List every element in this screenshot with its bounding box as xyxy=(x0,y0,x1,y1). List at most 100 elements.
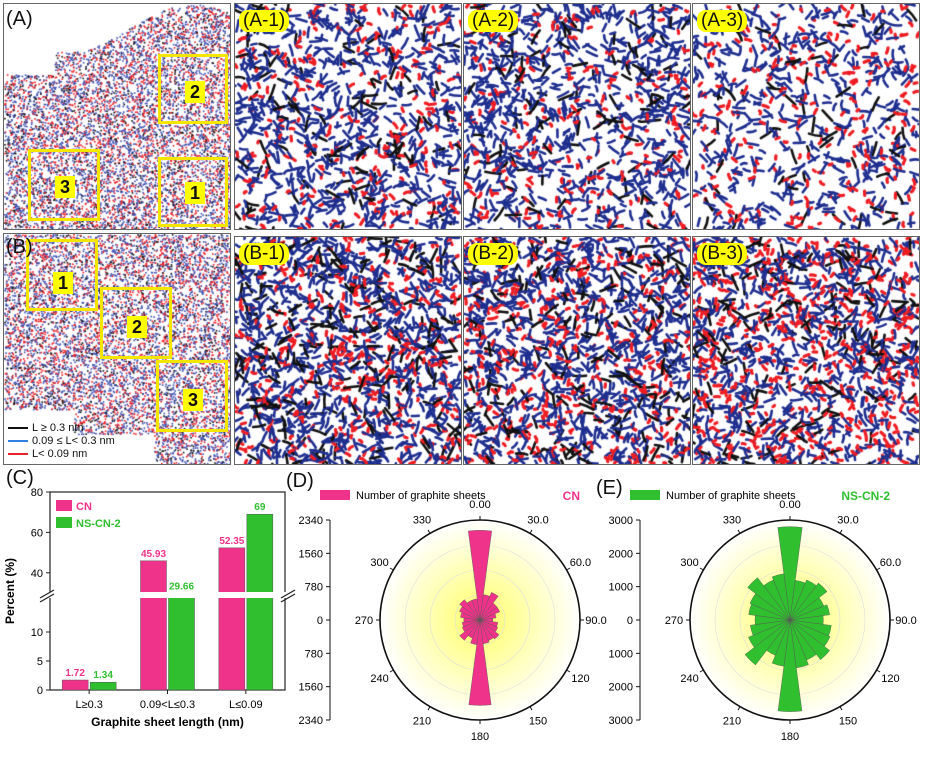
y-tick-label: 40 xyxy=(31,568,43,580)
angle-label: 0.00 xyxy=(779,499,800,511)
x-tick-label: 0.09<L≤0.3 xyxy=(140,699,195,711)
angle-tick xyxy=(566,669,571,673)
angle-tick xyxy=(699,567,704,571)
legend-swatch-ns-cn-2 xyxy=(56,517,72,528)
angle-tick xyxy=(389,669,394,673)
tile-a-3: (A-3) xyxy=(692,3,920,230)
angle-label: 240 xyxy=(370,673,388,685)
tile-a-1-canvas xyxy=(235,4,461,229)
x-tick-label: L≥0.3 xyxy=(75,699,102,711)
polar-bar xyxy=(479,613,497,621)
box-b-1-label: 1 xyxy=(53,272,73,294)
angle-label: 0.00 xyxy=(469,499,490,511)
angle-tick xyxy=(427,706,431,711)
box-b-3-label: 3 xyxy=(183,389,203,411)
legend-label: Number of graphite sheets xyxy=(356,490,486,502)
tile-a-2-canvas xyxy=(464,4,690,229)
radial-tick-label: 2340 xyxy=(299,715,323,727)
radial-tick-label: 3000 xyxy=(609,715,633,727)
angle-tick xyxy=(529,529,533,534)
box-b-2: 2 xyxy=(100,287,172,359)
box-a-2-label: 2 xyxy=(185,81,205,103)
bar-ns-cn-2 xyxy=(89,681,117,691)
radial-tick-label: 780 xyxy=(305,582,323,594)
y-tick-label: 5 xyxy=(37,656,43,668)
tile-a-3-label: (A-3) xyxy=(697,10,748,32)
polar-chart-cn: Number of graphite sheets CN 0.00 30.0 60.0 9… xyxy=(299,489,607,743)
bar-value-label: 52.35 xyxy=(219,536,244,547)
bar-value-label: 1.72 xyxy=(65,668,85,679)
polar-bar xyxy=(777,619,803,712)
legend-label-short: L< 0.09 nm xyxy=(32,448,88,460)
radial-tick-label: 2000 xyxy=(609,548,633,560)
box-a-3: 3 xyxy=(28,149,100,221)
radial-tick-label: 1560 xyxy=(299,548,323,560)
radial-tick-label: 0 xyxy=(317,615,323,627)
polar-bar xyxy=(789,604,830,621)
legend-swatch xyxy=(320,490,350,500)
bar-value-label: 1.34 xyxy=(93,670,113,681)
y-tick-label: 0 xyxy=(37,685,43,697)
polar-bar xyxy=(461,619,481,632)
legend-label-cn: CN xyxy=(76,501,92,513)
polar-bar xyxy=(777,526,803,621)
tile-a-1-label: (A-1) xyxy=(239,10,290,32)
angle-label: 30.0 xyxy=(527,515,548,527)
tile-b-3: (B-3) xyxy=(692,236,920,465)
panel-label-a: (A) xyxy=(6,8,33,30)
box-a-1: 1 xyxy=(158,157,228,227)
tile-b-3-label: (B-3) xyxy=(697,243,748,265)
break-mark-right xyxy=(280,593,296,603)
tile-b-2-canvas xyxy=(464,237,690,464)
angle-label: 300 xyxy=(680,557,698,569)
legend-label-ns-cn-2: NS-CN-2 xyxy=(76,518,121,530)
angle-label: 30.0 xyxy=(837,515,858,527)
legend-line-red xyxy=(8,453,28,456)
break-mark-right xyxy=(280,589,296,599)
angle-label: 300 xyxy=(370,557,388,569)
polar-bar xyxy=(771,573,791,621)
angle-label: 210 xyxy=(413,715,431,727)
polar-bar xyxy=(750,619,791,636)
legend-label-long: L ≥ 0.3 nm xyxy=(32,422,84,434)
radial-tick-label: 1000 xyxy=(609,648,633,660)
polar-bar xyxy=(479,606,501,621)
angle-label: 120 xyxy=(571,673,589,685)
angle-label: 60.0 xyxy=(880,557,901,569)
bar-ns-cn-2 xyxy=(168,593,195,691)
polar-bar xyxy=(771,619,791,667)
radial-tick-label: 2340 xyxy=(299,515,323,527)
angle-label: 210 xyxy=(723,715,741,727)
angle-label: 180 xyxy=(781,731,799,743)
bar-cn xyxy=(140,560,167,691)
angle-label: 60.0 xyxy=(570,557,591,569)
bar-cn xyxy=(61,679,89,691)
bar-ns-cn-2 xyxy=(246,513,274,691)
panel-label-e: (E) xyxy=(596,477,623,499)
angle-label: 330 xyxy=(413,515,431,527)
tile-b-1: (B-1) xyxy=(234,236,462,465)
tile-b-1-label: (B-1) xyxy=(239,243,290,265)
chart-title: NS-CN-2 xyxy=(841,489,890,503)
angle-tick xyxy=(839,529,843,534)
bar-value-label: 69 xyxy=(254,502,266,513)
legend-label: Number of graphite sheets xyxy=(666,490,796,502)
chart-title: CN xyxy=(563,489,580,503)
box-a-3-label: 3 xyxy=(55,176,75,198)
panel-label-b: (B) xyxy=(6,236,33,258)
polar-bar xyxy=(479,592,499,621)
polar-bar xyxy=(748,619,791,648)
bar-cn xyxy=(218,547,246,691)
tile-a-3-canvas xyxy=(693,4,919,229)
y-axis-label: Percent (%) xyxy=(3,558,17,624)
tile-b-2-label: (B-2) xyxy=(468,243,519,265)
angle-tick xyxy=(737,529,741,534)
bar-chart: 0 5 10 40 60 80 Percent (%) 1.72 1.34 L≥0.3 45.93 2… xyxy=(3,487,297,729)
bar-value-label: 29.66 xyxy=(169,582,194,593)
polar-bar xyxy=(468,619,492,706)
angle-tick xyxy=(427,529,431,534)
angle-tick xyxy=(699,669,704,673)
angle-label: 240 xyxy=(680,673,698,685)
angle-label: 330 xyxy=(723,515,741,527)
angle-label: 180 xyxy=(471,731,489,743)
